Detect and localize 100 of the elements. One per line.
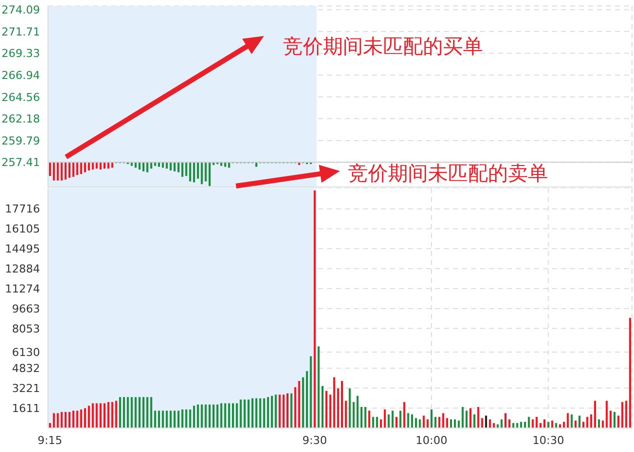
bar [88,406,90,428]
bar [606,400,608,428]
bar [551,420,554,428]
bar [107,402,110,428]
y-tick-label: 8053 [12,322,40,336]
bar [96,403,98,428]
bar [333,377,336,428]
bar [407,413,410,428]
bar [562,422,565,428]
bar [586,416,588,428]
bar [384,409,386,428]
bar [610,410,612,428]
x-tick-label: 9:30 [302,434,328,447]
bar [454,419,456,428]
bar [341,380,343,428]
bar [170,410,172,428]
bar [574,420,577,428]
bar [411,414,414,428]
bar [146,397,148,428]
bar [216,404,218,428]
bar [286,393,288,428]
bar [368,410,370,428]
bar [185,409,188,428]
bar [392,410,394,428]
bar [508,419,510,428]
bar [248,400,250,428]
bar [302,377,304,428]
bar [469,408,472,428]
bar [364,406,366,428]
bar [290,393,292,428]
y-tick-label: 262.18 [2,112,40,126]
bar [196,404,199,428]
bar [236,403,238,428]
bar [532,419,534,428]
bar [376,416,378,428]
bar [473,414,476,428]
bar [174,410,176,428]
y-tick-label: 12884 [5,262,40,276]
x-tick-label: 10:30 [532,434,564,447]
bar [396,416,398,428]
bar [621,402,624,428]
bar [318,346,320,428]
bar [388,414,390,428]
y-tick-label: 3221 [12,382,40,396]
annotation: 竞价期间未匹配的卖单 [348,161,548,185]
bar [263,398,266,428]
bar [138,397,141,428]
bar [228,403,230,428]
y-tick-label: 1611 [12,402,40,415]
bar [111,402,114,428]
bar [84,408,86,428]
bar [466,410,468,428]
y-tick-label: 9663 [12,302,40,316]
bar [134,397,137,428]
bar [337,388,340,428]
bar [629,318,632,428]
bar [115,400,118,428]
bar [582,422,584,428]
bar [278,394,281,428]
y-tick-label: 257.41 [2,156,40,170]
bar [536,416,538,428]
bar [181,409,184,428]
bar [598,419,600,428]
bar [274,394,277,428]
bar [68,412,70,428]
bar [356,396,359,428]
bar [270,396,273,428]
bar [92,403,94,428]
bar [193,406,196,428]
bar [52,413,55,428]
bar [446,418,448,428]
bar [442,413,444,428]
bar [543,419,546,428]
bar [625,400,628,428]
bar [200,404,203,428]
bar [422,416,425,428]
bar [154,410,156,428]
bar [310,356,312,428]
bar [208,404,211,428]
bar [80,409,82,428]
y-tick-label: 11274 [5,282,40,296]
bar [485,416,488,428]
bar [540,423,542,428]
bar [434,416,436,428]
bar [158,410,160,428]
bar [166,410,168,428]
bar [504,413,507,428]
bar [119,397,122,428]
bar [142,397,144,428]
bar [380,419,382,428]
bar [528,416,530,428]
bar [578,416,580,428]
bar [344,400,347,428]
bar [414,418,417,428]
bar [220,403,222,428]
y-tick-label: 4832 [12,362,40,376]
bar [244,400,246,428]
bar [104,403,106,428]
bar [204,404,207,428]
y-tick-label: 14495 [5,242,40,256]
